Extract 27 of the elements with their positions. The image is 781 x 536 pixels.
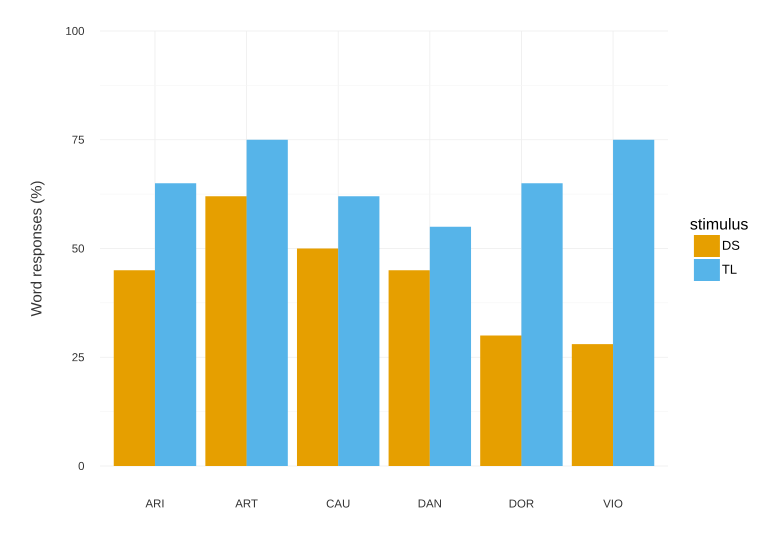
bar — [154, 183, 196, 466]
bar — [246, 140, 288, 466]
bar — [572, 344, 614, 466]
bar — [114, 270, 155, 466]
bar — [430, 226, 472, 466]
x-tick-label: DAN — [418, 500, 441, 508]
y-axis-title: Word responses (%) — [30, 181, 45, 316]
x-tick-label: ART — [235, 500, 258, 508]
y-tick-label: 75 — [72, 136, 84, 144]
bar — [521, 183, 563, 466]
bar — [613, 140, 654, 466]
x-tick-label: ARI — [145, 500, 164, 508]
y-tick-label: 50 — [72, 244, 84, 253]
y-tick-label: 0 — [78, 462, 84, 470]
x-tick-label: VIO — [603, 500, 622, 508]
legend-title: stimulus — [690, 218, 748, 230]
bar — [480, 335, 522, 466]
legend-label: DS — [722, 240, 740, 250]
bar — [205, 196, 247, 466]
bar — [296, 248, 338, 466]
bar — [338, 196, 380, 466]
legend-label: TL — [722, 264, 737, 274]
bar — [388, 270, 430, 466]
x-tick-label: CAU — [326, 500, 350, 508]
y-tick-label: 25 — [72, 353, 84, 362]
y-tick-label: 100 — [66, 26, 84, 36]
x-tick-label: DOR — [510, 500, 534, 508]
